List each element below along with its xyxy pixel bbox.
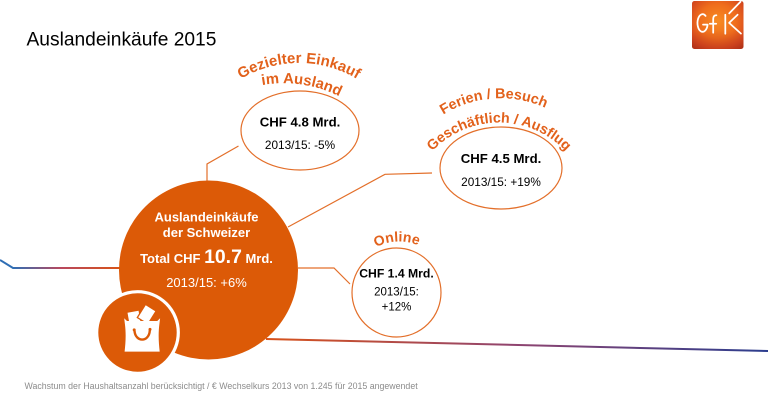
- svg-text:CHF 1.4 Mrd.: CHF 1.4 Mrd.: [359, 267, 434, 281]
- svg-text:2013/15: -5%: 2013/15: -5%: [265, 138, 336, 152]
- svg-text:+12%: +12%: [382, 302, 412, 314]
- svg-text:Wachstum der Haushaltsanzahl b: Wachstum der Haushaltsanzahl berücksicht…: [25, 381, 419, 391]
- svg-text:Auslandeinkäufe 2015: Auslandeinkäufe 2015: [27, 30, 217, 51]
- svg-text:Total CHF 10.7 Mrd.: Total CHF 10.7 Mrd.: [140, 246, 273, 268]
- svg-text:Auslandeinkäufe: Auslandeinkäufe: [154, 209, 258, 224]
- svg-text:der Schweizer: der Schweizer: [163, 225, 250, 240]
- svg-text:2013/15: +19%: 2013/15: +19%: [461, 175, 541, 189]
- svg-text:2013/15:: 2013/15:: [374, 287, 419, 299]
- svg-text:Online: Online: [371, 228, 423, 249]
- svg-text:2013/15: +6%: 2013/15: +6%: [166, 275, 247, 290]
- svg-text:CHF 4.8 Mrd.: CHF 4.8 Mrd.: [260, 115, 341, 130]
- svg-text:CHF 4.5 Mrd.: CHF 4.5 Mrd.: [461, 151, 542, 166]
